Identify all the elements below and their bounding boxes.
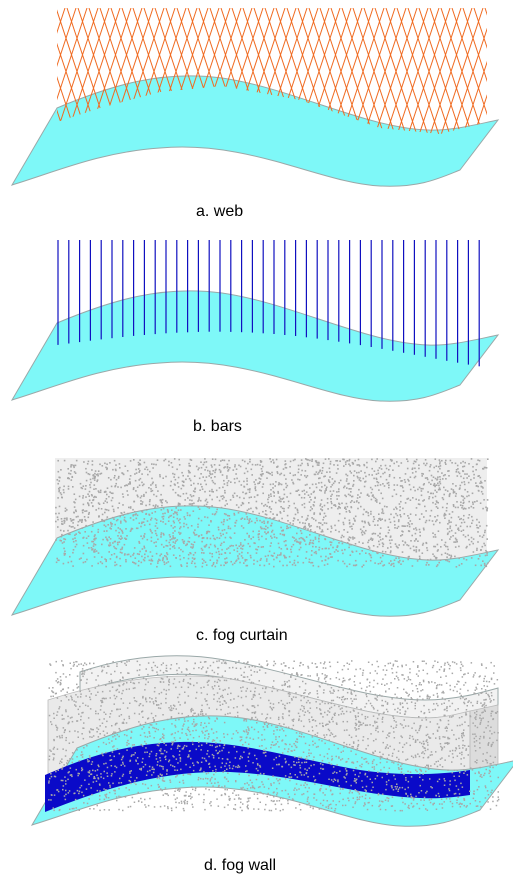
fog-wall-dots: [48, 660, 500, 812]
panel-fog-wall: [31, 655, 513, 827]
panel-web: a. web: [11, 8, 499, 220]
fog-curtain-dots: [55, 458, 489, 568]
bar-lines: [57, 240, 480, 367]
caption-web: a. web: [196, 203, 243, 220]
panel-bars: [11, 240, 499, 402]
caption-fog-wall: d. fog wall: [204, 857, 276, 874]
caption-bars: b. bars: [193, 418, 242, 435]
caption-fog-curtain: c. fog curtain: [196, 627, 288, 644]
fog-wall-band: [45, 741, 470, 812]
panel-fog-curtain: [11, 458, 499, 617]
